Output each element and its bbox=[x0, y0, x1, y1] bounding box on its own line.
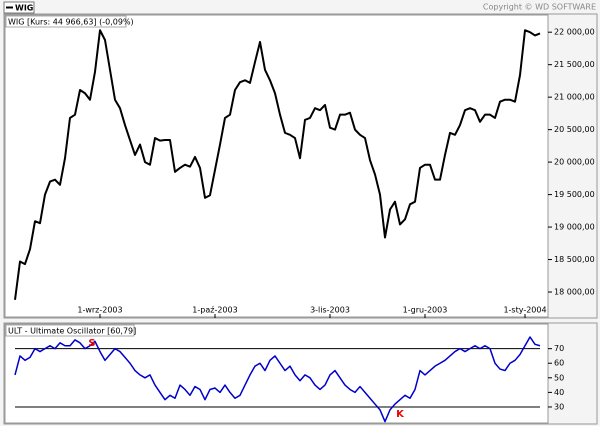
data-line bbox=[14, 29, 541, 300]
y-tick-label: 19 500,00 bbox=[554, 190, 595, 199]
x-tick-label: 1-gru-2003 bbox=[403, 306, 448, 315]
y-tick-label: 60 bbox=[554, 359, 564, 368]
legend-box bbox=[3, 1, 35, 14]
chart-title: WIG [Kurs: 44 966,63] (-0,09%) bbox=[8, 18, 134, 27]
x-tick-label: 1-paź-2003 bbox=[192, 306, 237, 315]
y-tick-label: 40 bbox=[554, 388, 564, 397]
y-tick-label: 20 500,00 bbox=[554, 125, 595, 134]
y-tick-label: 20 000,00 bbox=[554, 158, 595, 167]
y-tick-label: 18 000,00 bbox=[554, 288, 595, 297]
x-tick-label: 1-wrz-2003 bbox=[77, 306, 122, 315]
legend-label: WIG bbox=[15, 4, 33, 13]
y-tick-label: 21 500,00 bbox=[554, 60, 595, 69]
title-box bbox=[5, 15, 127, 28]
y-tick-label: 30 bbox=[554, 402, 564, 411]
y-tick-label: 70 bbox=[554, 344, 564, 353]
chart-title: ULT - Ultimate Oscillator [60,79] bbox=[8, 327, 136, 336]
copyright: Copyright © WD SOFTWARE bbox=[483, 3, 596, 12]
plot-area bbox=[4, 323, 549, 424]
annotation: S bbox=[88, 338, 95, 349]
y-tick-label: 21 000,00 bbox=[554, 93, 595, 102]
title-box bbox=[5, 324, 135, 337]
plot-area bbox=[4, 14, 549, 318]
x-tick-label: 1-sty-2004 bbox=[503, 306, 546, 315]
y-tick-label: 19 000,00 bbox=[554, 223, 595, 232]
x-tick-label: 3-lis-2003 bbox=[310, 306, 350, 315]
annotation: K bbox=[396, 409, 405, 420]
y-tick-label: 18 500,00 bbox=[554, 255, 595, 264]
y-tick-label: 22 000,00 bbox=[554, 28, 595, 37]
data-line bbox=[14, 336, 541, 423]
y-tick-label: 50 bbox=[554, 373, 564, 382]
